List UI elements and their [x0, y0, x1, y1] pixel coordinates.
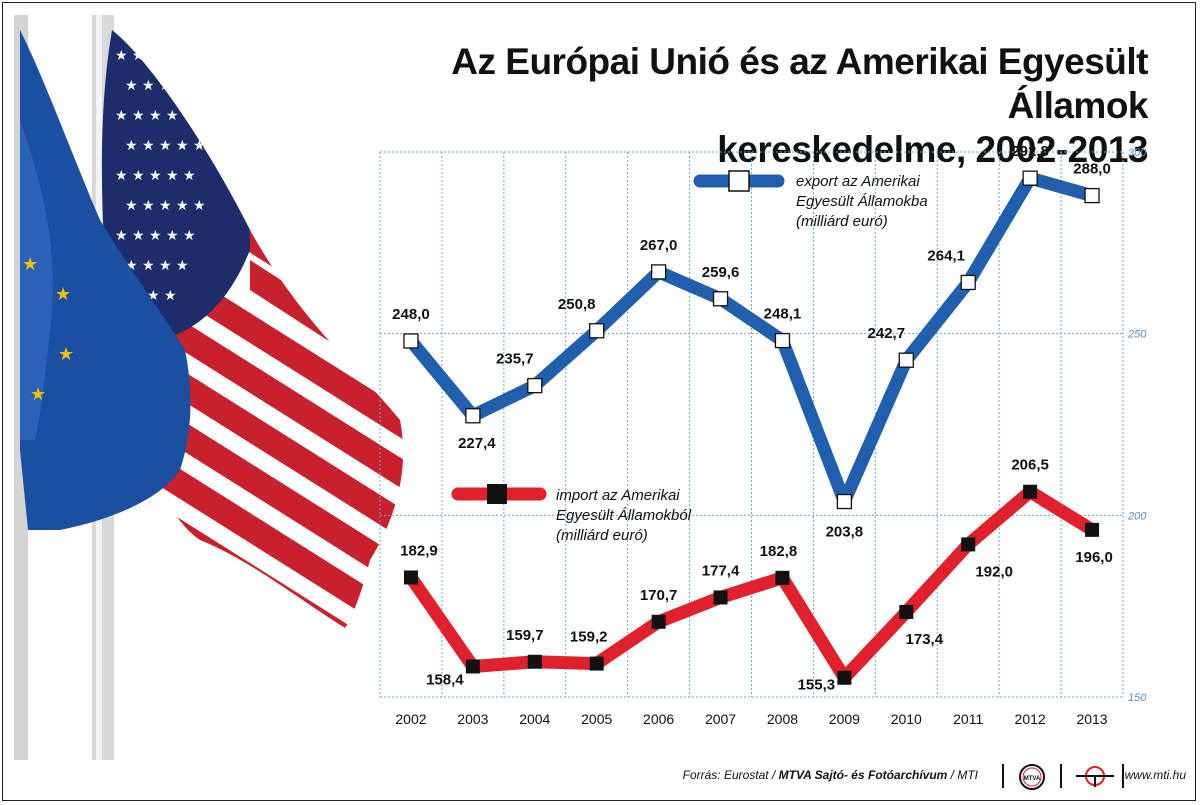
legend-import-text: import az Amerikai Egyesült Államokból (… [556, 487, 692, 544]
x-tick-label: 2010 [891, 711, 922, 727]
export-data-label: 248,1 [764, 306, 802, 323]
x-tick-label: 2007 [705, 711, 736, 727]
svg-text:MTVA: MTVA [1024, 776, 1041, 782]
svg-text:★: ★ [22, 254, 38, 275]
import-data-label: 159,2 [570, 629, 608, 646]
y-tick-label: 250 [1127, 329, 1147, 341]
export-point [898, 352, 914, 368]
source-credit: Forrás: Eurostat / MTVA Sajtó- és Fotóar… [682, 768, 978, 782]
export-data-label: 203,8 [826, 524, 864, 541]
legend-export-text: export az Amerikai Egyesült Államokba (m… [796, 173, 928, 230]
export-point [650, 264, 667, 280]
import-point [403, 570, 418, 585]
export-point [960, 274, 976, 291]
import-data-label: 182,8 [760, 543, 798, 560]
export-data-label: 292,8 [1011, 143, 1049, 160]
export-data-label: 235,7 [496, 351, 534, 368]
export-line [404, 171, 1099, 509]
eu-stars: ★ ★ ★ ★ [22, 254, 74, 405]
export-data-label: 288,0 [1073, 161, 1111, 178]
export-data-label: 227,4 [458, 435, 496, 452]
x-tick-label: 2009 [829, 711, 860, 727]
import-point [899, 604, 914, 619]
svg-text:★ ★ ★ ★: ★ ★ ★ ★ [125, 258, 189, 274]
x-tick-label: 2006 [643, 711, 674, 727]
export-point [403, 333, 419, 349]
export-point [712, 291, 729, 307]
x-tick-label: 2012 [1015, 711, 1046, 727]
import-data-label: 155,3 [798, 677, 836, 694]
export-point [836, 493, 853, 510]
title-line-2: kereskedelme, 2002-2013 [717, 129, 1148, 170]
eu-flag [20, 30, 191, 530]
export-point [465, 408, 481, 424]
x-tick-label: 2004 [519, 711, 550, 727]
import-point [1085, 522, 1100, 537]
import-point [837, 670, 852, 685]
import-data-label: 159,7 [506, 627, 544, 644]
import-point [465, 659, 480, 674]
mtva-logo-icon: MTVA [1019, 764, 1045, 790]
export-point [527, 377, 543, 394]
y-tick-label: 150 [1128, 692, 1147, 704]
chart-title: Az Európai Unió és az Amerikai Egyesült … [388, 40, 1148, 172]
export-point [1022, 170, 1038, 186]
export-data-label: 267,0 [640, 237, 678, 254]
title-line-1: Az Európai Unió és az Amerikai Egyesült … [451, 41, 1148, 126]
import-point [527, 654, 542, 669]
import-line [404, 485, 1099, 685]
y-tick-label: 200 [1127, 510, 1147, 522]
export-point [589, 323, 605, 339]
x-tick-label: 2008 [767, 711, 798, 727]
import-data-label: 196,0 [1075, 549, 1113, 566]
svg-text:★: ★ [58, 344, 74, 365]
import-data-label: 170,7 [640, 587, 678, 604]
x-tick-label: 2013 [1076, 711, 1107, 727]
x-tick-label: 2002 [395, 711, 426, 727]
svg-text:★ ★ ★ ★ ★: ★ ★ ★ ★ ★ [115, 168, 196, 184]
import-point [589, 656, 604, 671]
import-data-label: 173,4 [906, 631, 944, 648]
svg-text:★: ★ [55, 284, 71, 305]
svg-text:★ ★ ★ ★ ★: ★ ★ ★ ★ ★ [125, 138, 206, 154]
svg-text:★ ★ ★ ★ ★: ★ ★ ★ ★ ★ [125, 198, 206, 214]
svg-text:★: ★ [30, 384, 46, 405]
import-point [775, 570, 790, 585]
export-point [774, 332, 791, 349]
x-tick-label: 2005 [581, 711, 612, 727]
y-tick-label: 300 [1128, 147, 1147, 159]
import-data-label: 182,9 [400, 542, 438, 559]
footer: Forrás: Eurostat / MTVA Sajtó- és Fotóar… [0, 762, 1200, 792]
website-link[interactable]: www.mti.hu [1124, 768, 1186, 782]
import-point [651, 614, 666, 629]
export-data-label: 242,7 [868, 325, 906, 342]
import-data-label: 192,0 [975, 563, 1013, 580]
x-tick-label: 2011 [953, 711, 983, 727]
export-data-label: 250,8 [558, 296, 596, 313]
import-point [713, 590, 728, 605]
flags-illustration: ★ ★ ★ ★ ★ ★ ★ ★ ★ ★ ★ ★ ★ ★ ★ ★ ★ ★ ★ ★ … [14, 15, 404, 760]
import-data-label: 177,4 [702, 562, 740, 579]
mti-logo-icon [1076, 766, 1114, 787]
import-data-label: 158,4 [426, 671, 464, 688]
export-point [1084, 187, 1100, 204]
svg-text:★ ★ ★ ★ ★: ★ ★ ★ ★ ★ [115, 228, 196, 244]
legend-import-marker [487, 484, 507, 504]
import-data-label: 206,5 [1011, 457, 1049, 474]
svg-text:★ ★ ★ ★ ★: ★ ★ ★ ★ ★ [115, 108, 196, 124]
import-point [961, 537, 976, 552]
x-tick-label: 2003 [457, 711, 488, 727]
export-data-label: 264,1 [927, 247, 965, 264]
import-point [1023, 484, 1038, 499]
legend-export-marker [728, 170, 750, 192]
export-data-label: 248,0 [392, 306, 430, 323]
export-data-label: 259,6 [702, 264, 740, 281]
